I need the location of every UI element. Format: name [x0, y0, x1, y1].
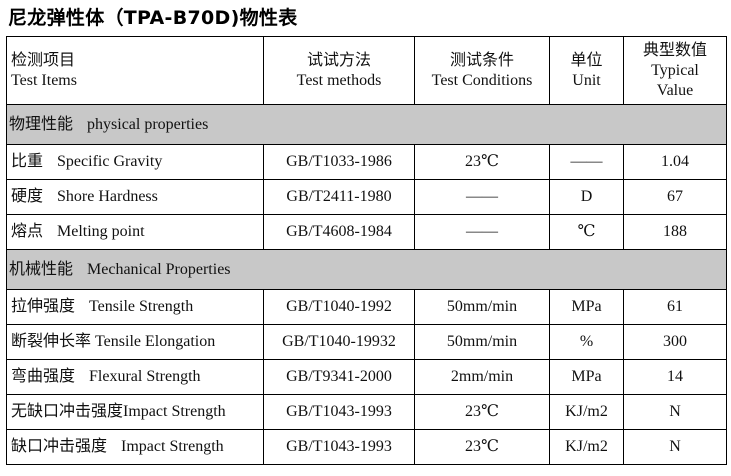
test-item-cn: 缺口冲击强度: [11, 438, 108, 455]
test-condition: 23℃: [414, 429, 550, 465]
header-unit-en: Unit: [572, 71, 601, 89]
test-item-en: Tensile Elongation: [95, 333, 216, 350]
table-row: 比重 Specific Gravity GB/T1033-1986 23℃ —— …: [6, 144, 727, 180]
test-item-en: Shore Hardness: [57, 188, 158, 205]
header-item-cn: 检测项目: [11, 51, 76, 69]
test-item-cn: 硬度: [11, 188, 44, 205]
header-cond-cn: 测试条件: [449, 51, 514, 69]
test-method: GB/T2411-1980: [263, 179, 415, 215]
table-row: 拉伸强度 Tensile Strength GB/T1040-1992 50mm/…: [6, 289, 727, 325]
test-condition: ——: [414, 214, 550, 250]
typical-value: 67: [623, 179, 727, 215]
section-title-en: Mechanical Properties: [87, 260, 231, 278]
header-value-cn: 典型数值: [642, 41, 707, 59]
table-header-row: 检测项目 Test Items 试试方法 Test methods 测试条件 T…: [6, 36, 727, 105]
table-row: 无缺口冲击强度Impact Strength GB/T1043-1993 23℃…: [6, 394, 727, 430]
test-item-en: Tensile Strength: [89, 298, 194, 315]
table-row: 缺口冲击强度 Impact Strength GB/T1043-1993 23℃ …: [6, 429, 727, 465]
test-method: GB/T9341-2000: [263, 359, 415, 395]
table-row: 断裂伸长率 Tensile Elongation GB/T1040-19932 5…: [6, 324, 727, 360]
properties-table: 检测项目 Test Items 试试方法 Test methods 测试条件 T…: [6, 36, 727, 465]
test-item-cn: 拉伸强度: [11, 298, 76, 315]
section-title: 物理性能 physical properties: [6, 104, 727, 145]
test-condition: 50mm/min: [414, 324, 550, 360]
unit: D: [549, 179, 624, 215]
header-test-conditions: 测试条件 Test Conditions: [414, 36, 550, 105]
test-item-cn: 弯曲强度: [11, 368, 76, 385]
test-item: 断裂伸长率 Tensile Elongation: [6, 324, 264, 360]
section-physical-properties: 物理性能 physical properties: [6, 104, 727, 145]
header-value-en2: Value: [656, 81, 694, 99]
test-item-en: Impact Strength: [123, 403, 226, 420]
header-test-items: 检测项目 Test Items: [6, 36, 264, 105]
test-item: 缺口冲击强度 Impact Strength: [6, 429, 264, 465]
unit: KJ/m2: [549, 394, 624, 430]
test-item-cn: 断裂伸长率: [11, 333, 92, 350]
header-unit: 单位 Unit: [549, 36, 624, 105]
header-cond-en: Test Conditions: [431, 71, 533, 89]
section-title-cn: 机械性能: [9, 260, 74, 278]
test-method: GB/T1040-19932: [263, 324, 415, 360]
unit: ——: [549, 144, 624, 180]
typical-value: 1.04: [623, 144, 727, 180]
test-condition: 23℃: [414, 144, 550, 180]
header-value-en1: Typical: [651, 61, 699, 79]
test-item-cn: 无缺口冲击强度: [11, 403, 124, 420]
header-test-methods: 试试方法 Test methods: [263, 36, 415, 105]
test-condition: 23℃: [414, 394, 550, 430]
section-title: 机械性能 Mechanical Properties: [6, 249, 727, 290]
test-condition: 2mm/min: [414, 359, 550, 395]
test-item: 硬度 Shore Hardness: [6, 179, 264, 215]
test-method: GB/T1043-1993: [263, 429, 415, 465]
typical-value: 14: [623, 359, 727, 395]
section-mechanical-properties: 机械性能 Mechanical Properties: [6, 249, 727, 290]
test-item-en: Melting point: [57, 223, 145, 240]
test-item: 熔点 Melting point: [6, 214, 264, 250]
table-row: 弯曲强度 Flexural Strength GB/T9341-2000 2mm/…: [6, 359, 727, 395]
header-unit-cn: 单位: [570, 51, 603, 69]
test-item: 无缺口冲击强度Impact Strength: [6, 394, 264, 430]
test-method: GB/T1040-1992: [263, 289, 415, 325]
section-title-cn: 物理性能: [9, 115, 74, 133]
unit: MPa: [549, 359, 624, 395]
test-item-en: Impact Strength: [121, 438, 224, 455]
unit: %: [549, 324, 624, 360]
table-row: 硬度 Shore Hardness GB/T2411-1980 —— D 67: [6, 179, 727, 215]
header-method-en: Test methods: [296, 71, 382, 89]
table-row: 熔点 Melting point GB/T4608-1984 —— ℃ 188: [6, 214, 727, 250]
test-item: 拉伸强度 Tensile Strength: [6, 289, 264, 325]
document-title: 尼龙弹性体（TPA-B70D)物性表: [8, 7, 298, 29]
test-item-en: Flexural Strength: [89, 368, 201, 385]
test-method: GB/T1043-1993: [263, 394, 415, 430]
test-condition: ——: [414, 179, 550, 215]
unit: KJ/m2: [549, 429, 624, 465]
typical-value: N: [623, 429, 727, 465]
test-method: GB/T4608-1984: [263, 214, 415, 250]
test-item: 比重 Specific Gravity: [6, 144, 264, 180]
typical-value: 300: [623, 324, 727, 360]
typical-value: 61: [623, 289, 727, 325]
test-item: 弯曲强度 Flexural Strength: [6, 359, 264, 395]
test-method: GB/T1033-1986: [263, 144, 415, 180]
typical-value: 188: [623, 214, 727, 250]
unit: ℃: [549, 214, 624, 250]
header-method-cn: 试试方法: [306, 51, 371, 69]
header-typical-value: 典型数值 Typical Value: [623, 36, 727, 105]
test-item-en: Specific Gravity: [57, 153, 163, 170]
test-condition: 50mm/min: [414, 289, 550, 325]
test-item-cn: 比重: [11, 153, 44, 170]
header-item-en: Test Items: [11, 71, 77, 89]
typical-value: N: [623, 394, 727, 430]
test-item-cn: 熔点: [11, 223, 44, 240]
section-title-en: physical properties: [87, 115, 209, 133]
unit: MPa: [549, 289, 624, 325]
